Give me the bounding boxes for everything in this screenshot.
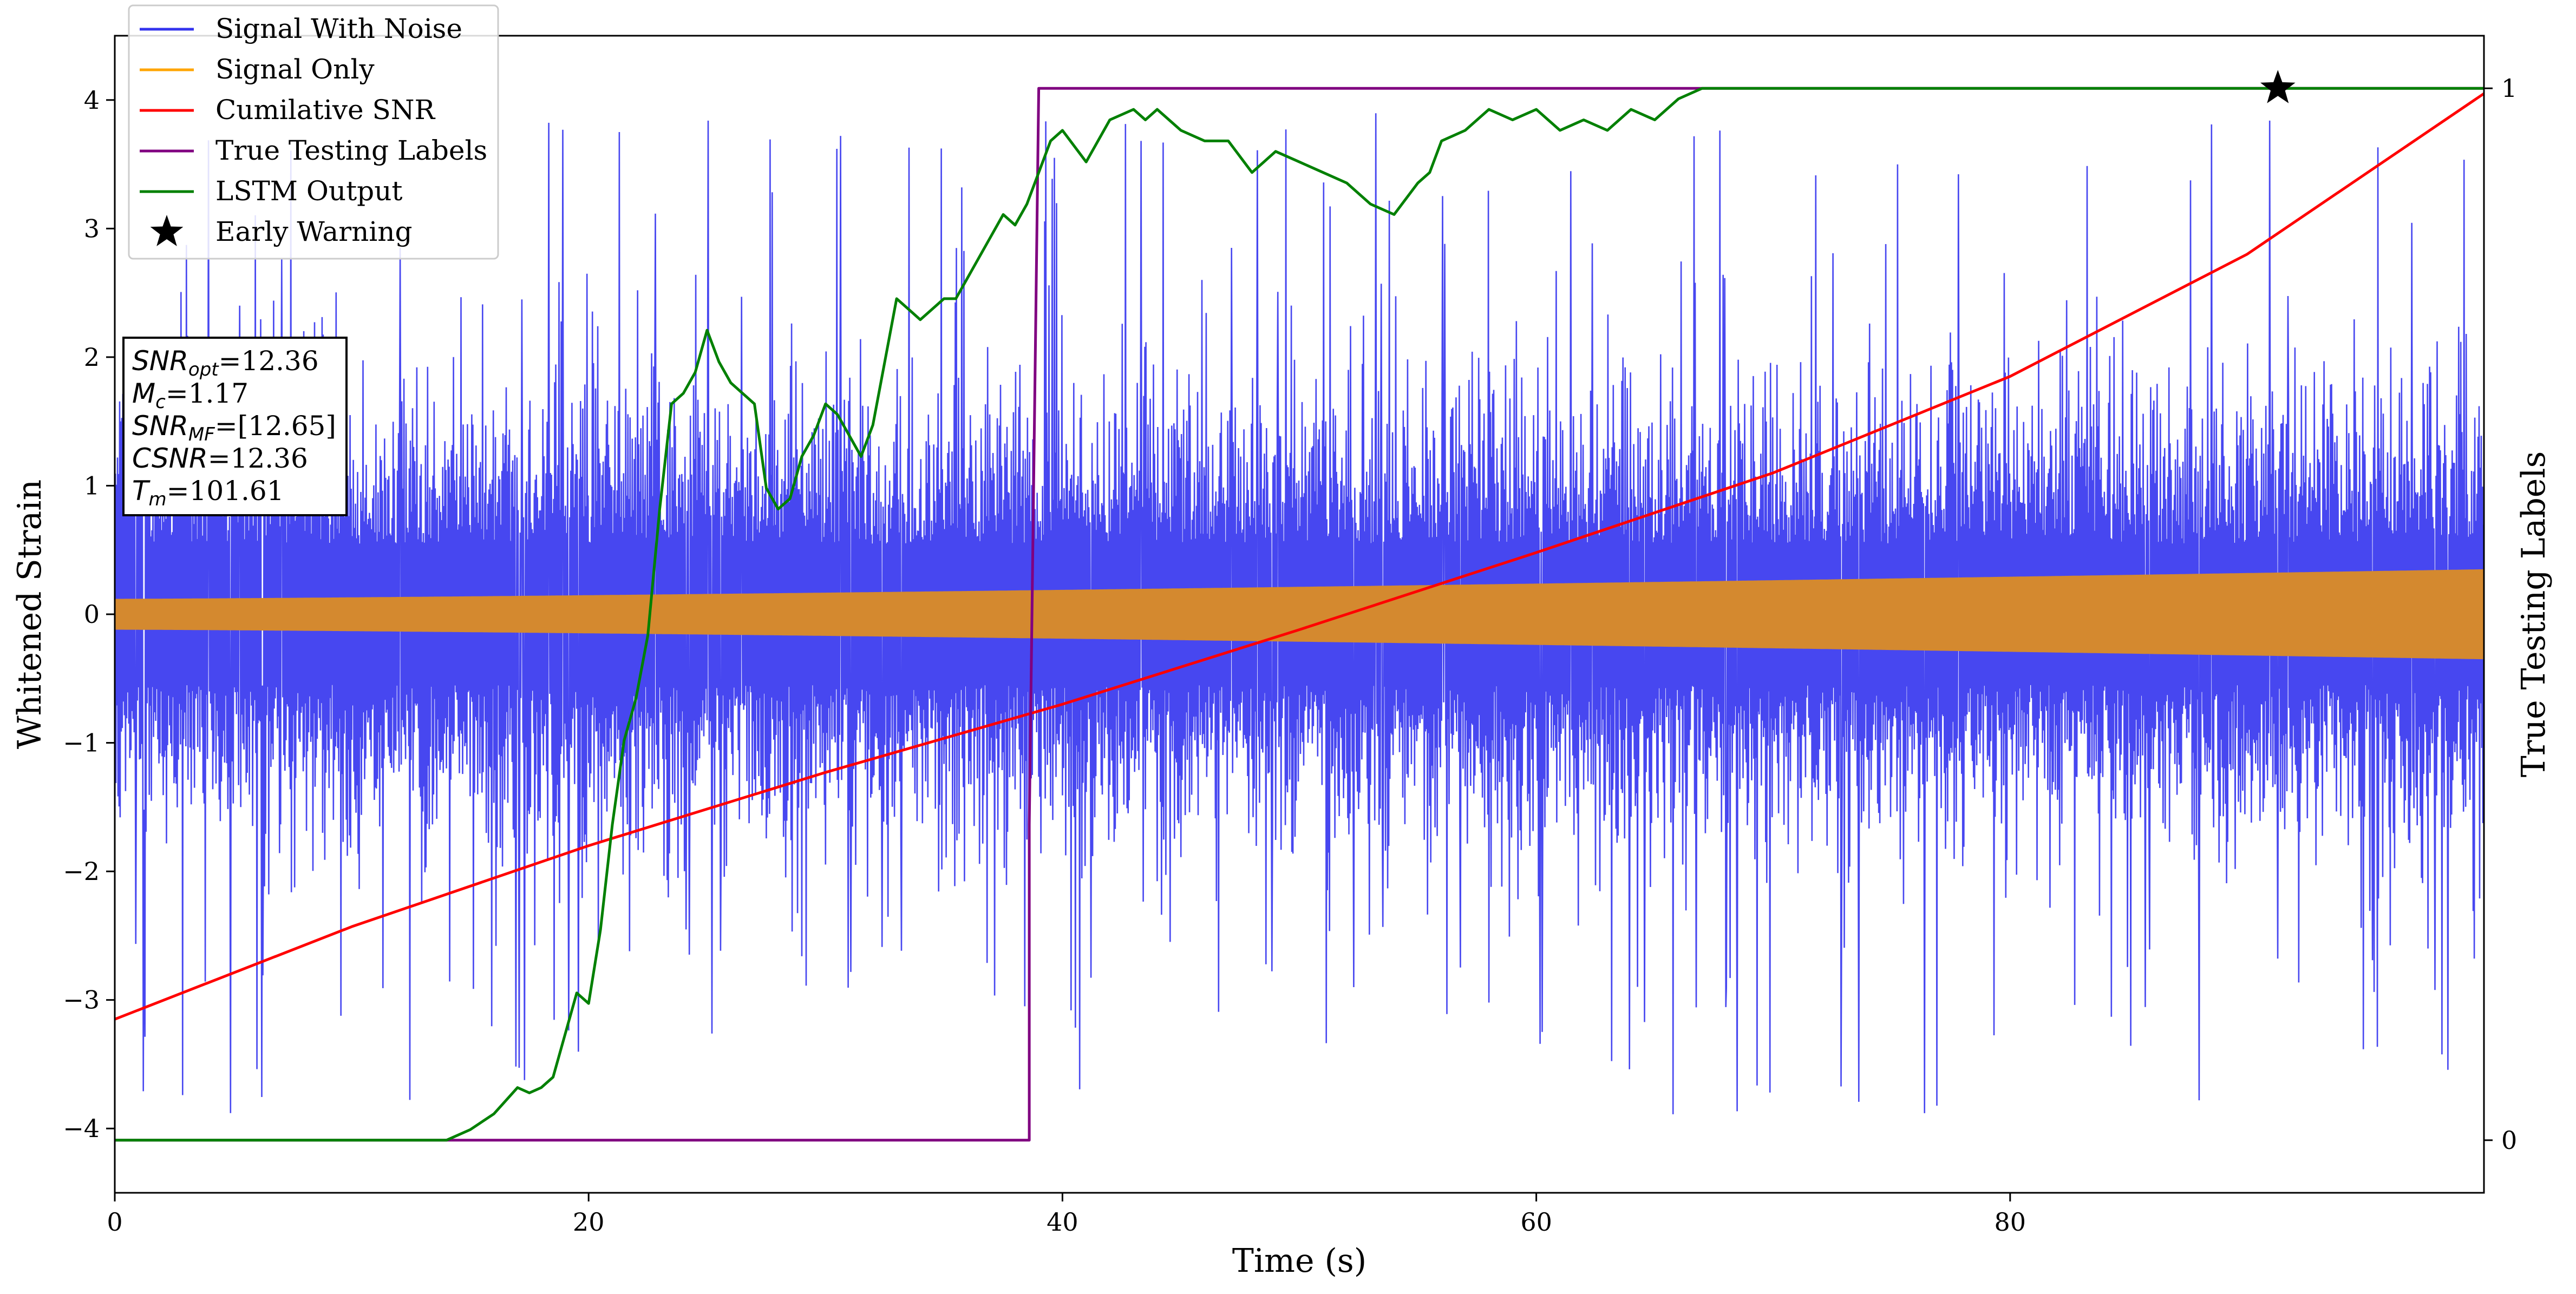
legend-frame — [128, 4, 499, 260]
legend-entry-label: Signal Only — [215, 54, 375, 85]
annotation-line: SNRMF=[12.65] — [132, 410, 336, 445]
annotation-line: CSNR=12.36 — [132, 443, 308, 474]
early-warning-marker — [2260, 70, 2296, 103]
series-signal-with-noise — [115, 113, 2484, 1114]
y2-tick-label: 1 — [2501, 74, 2517, 103]
legend: Signal With Noise Signal Only Cumilative S… — [128, 4, 499, 260]
annotation-box: SNRopt=12.36Mc=1.17SNRMF=[12.65]CSNR=12.… — [122, 337, 348, 516]
y-tick-label: −3 — [63, 986, 100, 1015]
x-tick-label: 20 — [573, 1207, 605, 1237]
annotation-line: Mc=1.17 — [132, 378, 249, 413]
series-cumilative-snr — [115, 92, 2484, 1021]
x-tick-label: 60 — [1520, 1207, 1552, 1237]
legend-star-icon — [150, 215, 184, 246]
y-tick-label: 4 — [84, 86, 100, 115]
x-tick-label: 80 — [1995, 1207, 2026, 1237]
legend-entry-label: Signal With Noise — [215, 13, 462, 44]
annotation-frame — [122, 337, 348, 516]
y2-tick-label: 0 — [2501, 1126, 2517, 1155]
y-tick-label: −4 — [63, 1114, 100, 1143]
y-tick-label: 2 — [84, 343, 100, 372]
x-tick-label: 40 — [1047, 1207, 1078, 1237]
y-tick-label: 3 — [84, 214, 100, 243]
y-tick-label: 1 — [84, 471, 100, 500]
x-tick-label: 0 — [107, 1207, 122, 1237]
series-signal-only — [115, 569, 2484, 660]
legend-entry-label: LSTM Output — [215, 175, 402, 207]
legend-entry-label: Cumilative SNR — [215, 94, 435, 126]
annotation-line: SNRopt=12.36 — [132, 345, 319, 380]
x-axis-label: Time (s) — [1232, 1242, 1367, 1280]
annotation-line: Tm=101.61 — [132, 475, 284, 510]
y-axis-label: Whitened Strain — [11, 479, 49, 749]
legend-entry-label: True Testing Labels — [215, 135, 487, 166]
y-tick-label: −1 — [63, 728, 100, 758]
series-layer — [115, 87, 2484, 1142]
y-tick-label: 0 — [84, 600, 100, 629]
y2-axis-label: True Testing Labels — [2515, 451, 2553, 778]
y-tick-label: −2 — [63, 857, 100, 886]
series-lstm-output — [115, 87, 2484, 1142]
series-true-testing-labels — [115, 87, 2484, 1142]
legend-entry-label: Early Warning — [215, 216, 413, 247]
